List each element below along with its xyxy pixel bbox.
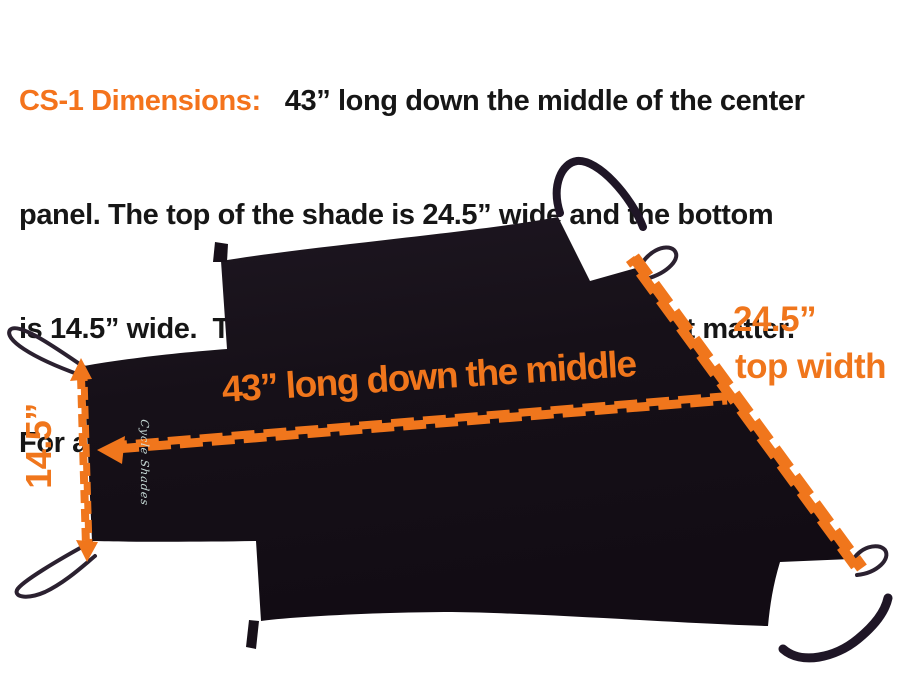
product-model-title: CS-1 Dimensions: <box>19 85 261 117</box>
description-line-2: panel. The top of the shade is 24.5” wid… <box>19 199 774 231</box>
description-line-1: CS-1 Dimensions: 43” long down the middle… <box>19 82 895 120</box>
corner-loop-bottom-left <box>14 540 97 599</box>
strap-top-right <box>552 157 647 231</box>
top-width-caption-label: top width <box>735 347 887 386</box>
arrowhead-length-left <box>97 436 125 464</box>
dimension-line-top-width-echo <box>625 256 863 573</box>
top-tab <box>213 242 228 262</box>
bottom-tab <box>246 620 259 649</box>
top-width-value-label: 24.5” <box>733 300 817 339</box>
corner-loop-bottom-right <box>850 544 889 577</box>
bottom-width-label: 14.5” <box>17 403 59 489</box>
corner-loop-top-left <box>7 326 86 377</box>
description-line-1-text: 43” long down the middle of the center <box>284 85 805 117</box>
dimension-line-bottom-width <box>77 375 90 547</box>
dimension-line-length-echo <box>117 392 730 449</box>
corner-loop-top-right <box>636 245 679 281</box>
arrowhead-bottom-width-down <box>76 540 98 562</box>
arrowhead-bottom-width-up <box>70 358 92 381</box>
brand-logo-text: Cycle Shades <box>138 418 151 507</box>
strap-bottom-right <box>778 593 893 663</box>
